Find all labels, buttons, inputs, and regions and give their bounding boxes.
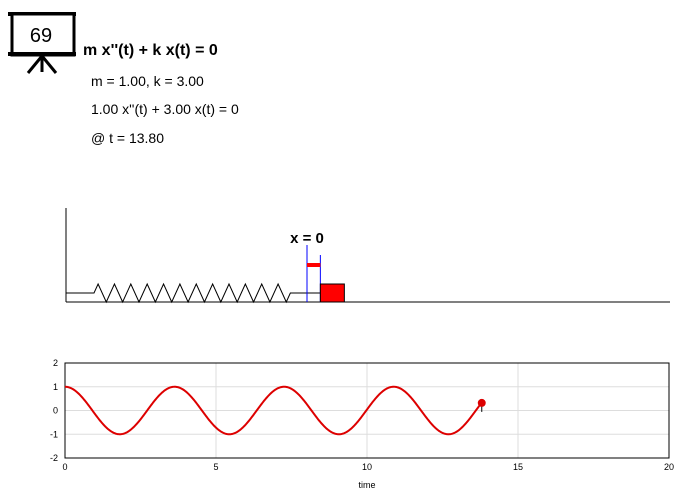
x-tick-label: 0 (62, 462, 67, 472)
x-axis-ticks: 0 5 10 15 20 (62, 462, 674, 472)
equilibrium-label: x = 0 (290, 230, 324, 247)
equation-time: @ t = 13.80 (91, 130, 164, 146)
spring (66, 282, 321, 304)
x-tick-label: 20 (664, 462, 674, 472)
equation-instance: 1.00 x''(t) + 3.00 x(t) = 0 (91, 101, 239, 117)
y-tick-label: 2 (53, 358, 58, 368)
y-axis-ticks: -2 -1 0 1 2 (50, 358, 58, 463)
spring-mass-view: x = 0 (65, 208, 670, 304)
current-point (477, 398, 486, 407)
plot-frame (64, 362, 670, 459)
x-tick-label: 5 (213, 462, 218, 472)
y-tick-label: -1 (50, 429, 58, 439)
mass-block (319, 283, 345, 303)
y-tick-label: 0 (53, 406, 58, 416)
series-line (64, 385, 483, 436)
projector-badge: 69 (8, 12, 76, 74)
badge-number: 69 (30, 25, 52, 47)
projector-screen-icon (8, 12, 76, 74)
y-tick-label: 1 (53, 382, 58, 392)
x-axis-label: time (358, 480, 375, 490)
x-tick-label: 15 (513, 462, 523, 472)
x-tick-label: 10 (362, 462, 372, 472)
chart-grid (64, 362, 670, 459)
y-tick-label: -2 (50, 453, 58, 463)
equation-params: m = 1.00, k = 3.00 (91, 73, 204, 89)
equation-title: m x''(t) + k x(t) = 0 (83, 42, 218, 59)
